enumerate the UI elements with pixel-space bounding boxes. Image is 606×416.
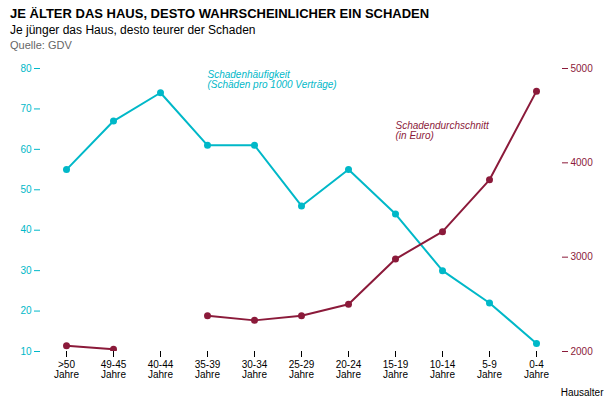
- svg-text:Hausalter: Hausalter: [561, 387, 604, 398]
- svg-text:3000: 3000: [571, 251, 594, 262]
- svg-text:30: 30: [20, 265, 32, 276]
- svg-text:10-14Jahre: 10-14Jahre: [430, 359, 456, 380]
- svg-text:49-45Jahre: 49-45Jahre: [101, 359, 127, 380]
- svg-text:20: 20: [20, 305, 32, 316]
- svg-text:50: 50: [20, 184, 32, 195]
- html-text:Quelle: GDV: Quelle: GDV: [10, 39, 72, 51]
- svg-text:60: 60: [20, 144, 32, 155]
- svg-text:35-39Jahre: 35-39Jahre: [195, 359, 221, 380]
- svg-text:30-34Jahre: 30-34Jahre: [242, 359, 268, 380]
- svg-text:40: 40: [20, 224, 32, 235]
- svg-text:>50Jahre: >50Jahre: [54, 359, 79, 380]
- svg-text:0-4Jahre: 0-4Jahre: [524, 359, 549, 380]
- svg-text:15-19Jahre: 15-19Jahre: [383, 359, 409, 380]
- svg-text:40-44Jahre: 40-44Jahre: [148, 359, 174, 380]
- svg-text:4000: 4000: [571, 157, 594, 168]
- svg-text:70: 70: [20, 103, 32, 114]
- html-text:JE ÄLTER DAS HAUS, DESTO WAHRS: JE ÄLTER DAS HAUS, DESTO WAHRSCHEINLICHE…: [10, 6, 430, 21]
- svg-text:10: 10: [20, 346, 32, 357]
- svg-text:20-24Jahre: 20-24Jahre: [336, 359, 362, 380]
- svg-text:80: 80: [20, 63, 32, 74]
- svg-text:5000: 5000: [571, 63, 594, 74]
- svg-text:Schadenhäufigkeit(Schäden pro: Schadenhäufigkeit(Schäden pro 1000 Vertr…: [208, 69, 337, 90]
- svg-text:25-29Jahre: 25-29Jahre: [289, 359, 315, 380]
- svg-text:2000: 2000: [571, 346, 594, 357]
- svg-text:5-9Jahre: 5-9Jahre: [477, 359, 502, 380]
- html-text:Je jünger das Haus, desto teur: Je jünger das Haus, desto teurer der Sch…: [10, 23, 256, 37]
- svg-text:Schadendurchschnitt(in Euro): Schadendurchschnitt(in Euro): [396, 120, 491, 141]
